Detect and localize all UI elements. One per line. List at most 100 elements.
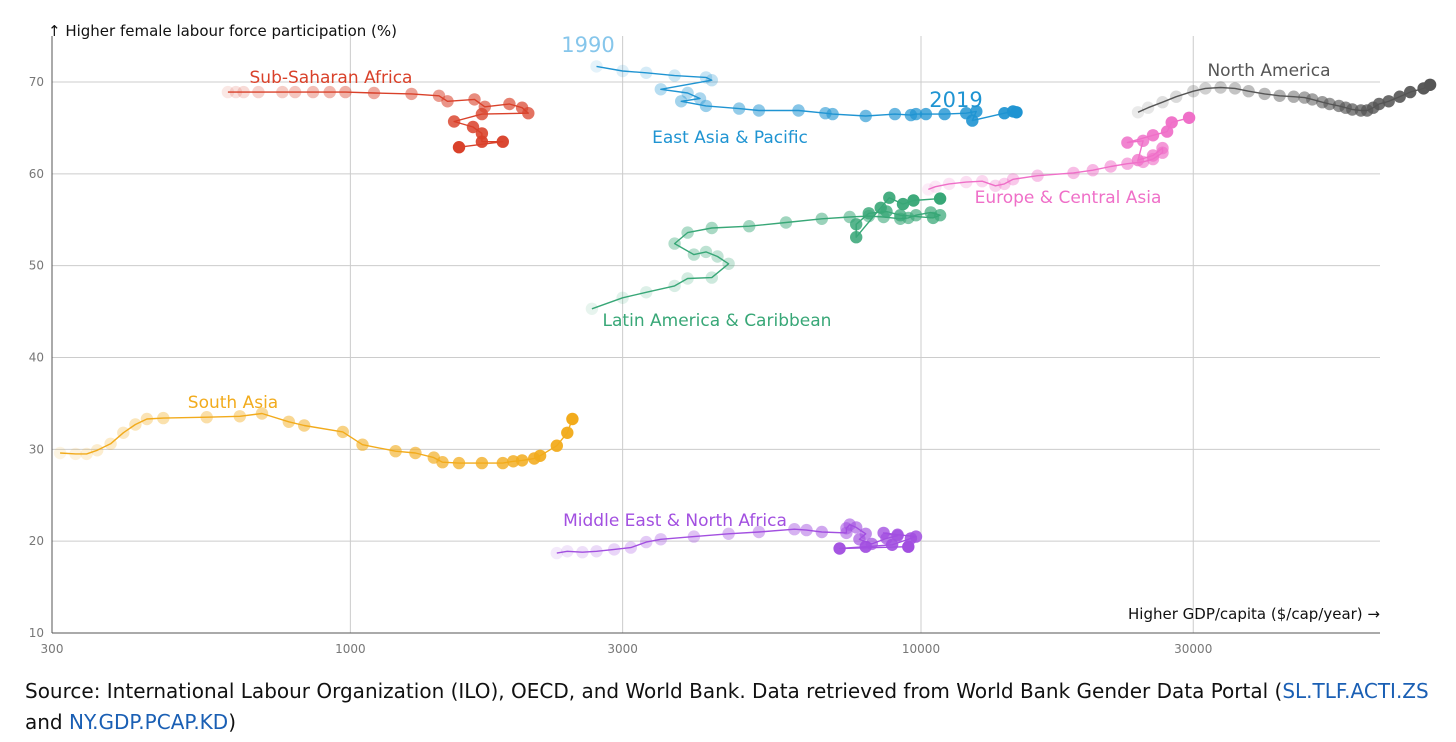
data-point[interactable]: [907, 194, 920, 207]
data-point[interactable]: [550, 439, 563, 452]
data-point[interactable]: [1170, 90, 1183, 103]
data-point[interactable]: [909, 209, 923, 222]
data-point[interactable]: [896, 197, 910, 211]
data-point[interactable]: [850, 231, 863, 244]
data-point[interactable]: [862, 207, 875, 220]
data-point[interactable]: [1067, 166, 1080, 180]
data-point[interactable]: [298, 419, 311, 432]
data-point[interactable]: [883, 191, 896, 204]
data-point[interactable]: [699, 245, 713, 259]
data-point[interactable]: [1187, 85, 1200, 98]
data-point[interactable]: [590, 60, 603, 73]
data-point[interactable]: [668, 237, 681, 250]
data-point[interactable]: [654, 533, 667, 546]
data-point[interactable]: [1146, 149, 1160, 162]
data-point[interactable]: [1306, 93, 1319, 106]
data-point[interactable]: [53, 446, 67, 460]
data-point[interactable]: [693, 92, 707, 105]
data-point[interactable]: [681, 272, 694, 285]
data-point[interactable]: [367, 86, 381, 100]
data-point[interactable]: [447, 115, 461, 128]
data-point[interactable]: [891, 528, 904, 541]
data-point[interactable]: [960, 175, 973, 189]
data-point[interactable]: [859, 109, 872, 123]
data-point[interactable]: [550, 546, 563, 560]
data-point[interactable]: [966, 114, 979, 127]
data-point[interactable]: [699, 99, 713, 113]
data-point[interactable]: [1242, 85, 1255, 98]
data-point[interactable]: [229, 85, 243, 99]
data-point[interactable]: [356, 438, 369, 451]
data-point[interactable]: [1086, 164, 1100, 177]
data-point[interactable]: [117, 426, 130, 439]
data-point[interactable]: [1141, 101, 1155, 114]
source-link-gdp[interactable]: NY.GDP.PCAP.KD: [68, 710, 229, 734]
data-point[interactable]: [533, 449, 547, 462]
data-point[interactable]: [409, 446, 422, 460]
data-point[interactable]: [1404, 85, 1417, 99]
data-point[interactable]: [503, 97, 516, 111]
data-point[interactable]: [815, 212, 828, 225]
data-point[interactable]: [1136, 134, 1150, 147]
data-point[interactable]: [288, 85, 302, 99]
data-point[interactable]: [452, 141, 466, 154]
data-point[interactable]: [922, 183, 935, 196]
data-point[interactable]: [157, 411, 170, 425]
data-point[interactable]: [496, 135, 509, 148]
data-point[interactable]: [826, 107, 839, 121]
data-point[interactable]: [237, 85, 250, 99]
data-point[interactable]: [616, 291, 629, 304]
data-point[interactable]: [705, 271, 718, 284]
data-point[interactable]: [1010, 106, 1023, 119]
data-point[interactable]: [850, 218, 863, 231]
data-point[interactable]: [1121, 136, 1134, 149]
data-point[interactable]: [1156, 96, 1169, 109]
data-point[interactable]: [705, 221, 718, 235]
data-point[interactable]: [800, 523, 813, 537]
data-point[interactable]: [1104, 160, 1117, 173]
data-point[interactable]: [608, 543, 621, 556]
data-point[interactable]: [91, 444, 104, 457]
data-point[interactable]: [877, 526, 890, 540]
data-point[interactable]: [1214, 81, 1227, 94]
data-point[interactable]: [466, 120, 480, 134]
data-point[interactable]: [675, 95, 688, 108]
data-point[interactable]: [69, 447, 82, 461]
data-point[interactable]: [221, 85, 235, 99]
data-point[interactable]: [80, 447, 93, 461]
data-point[interactable]: [1382, 95, 1395, 108]
data-point[interactable]: [276, 85, 289, 99]
data-point[interactable]: [1156, 141, 1169, 155]
source-link-lfp[interactable]: SL.TLF.ACTI.ZS: [1282, 679, 1429, 703]
data-point[interactable]: [919, 107, 933, 121]
data-point[interactable]: [668, 69, 681, 82]
data-point[interactable]: [1323, 97, 1336, 111]
data-point[interactable]: [1182, 111, 1196, 125]
data-point[interactable]: [576, 546, 589, 559]
data-point[interactable]: [1160, 125, 1174, 138]
data-point[interactable]: [1006, 173, 1020, 186]
data-point[interactable]: [1228, 82, 1242, 95]
data-point[interactable]: [705, 74, 718, 87]
data-point[interactable]: [585, 302, 599, 315]
data-point[interactable]: [336, 425, 349, 439]
data-point[interactable]: [405, 87, 418, 101]
data-point[interactable]: [624, 541, 637, 554]
data-point[interactable]: [681, 226, 694, 239]
data-point[interactable]: [874, 201, 887, 214]
data-point[interactable]: [1199, 82, 1212, 95]
data-point[interactable]: [668, 279, 681, 293]
data-point[interactable]: [323, 85, 336, 99]
data-point[interactable]: [561, 426, 574, 439]
data-point[interactable]: [1165, 116, 1178, 129]
data-point[interactable]: [942, 177, 956, 191]
data-point[interactable]: [894, 209, 907, 222]
data-point[interactable]: [1273, 89, 1286, 103]
data-point[interactable]: [590, 545, 603, 558]
data-point[interactable]: [616, 64, 629, 78]
data-point[interactable]: [885, 538, 899, 551]
data-point[interactable]: [104, 437, 117, 450]
data-point[interactable]: [561, 545, 574, 558]
data-point[interactable]: [888, 107, 902, 121]
data-point[interactable]: [1287, 90, 1300, 103]
